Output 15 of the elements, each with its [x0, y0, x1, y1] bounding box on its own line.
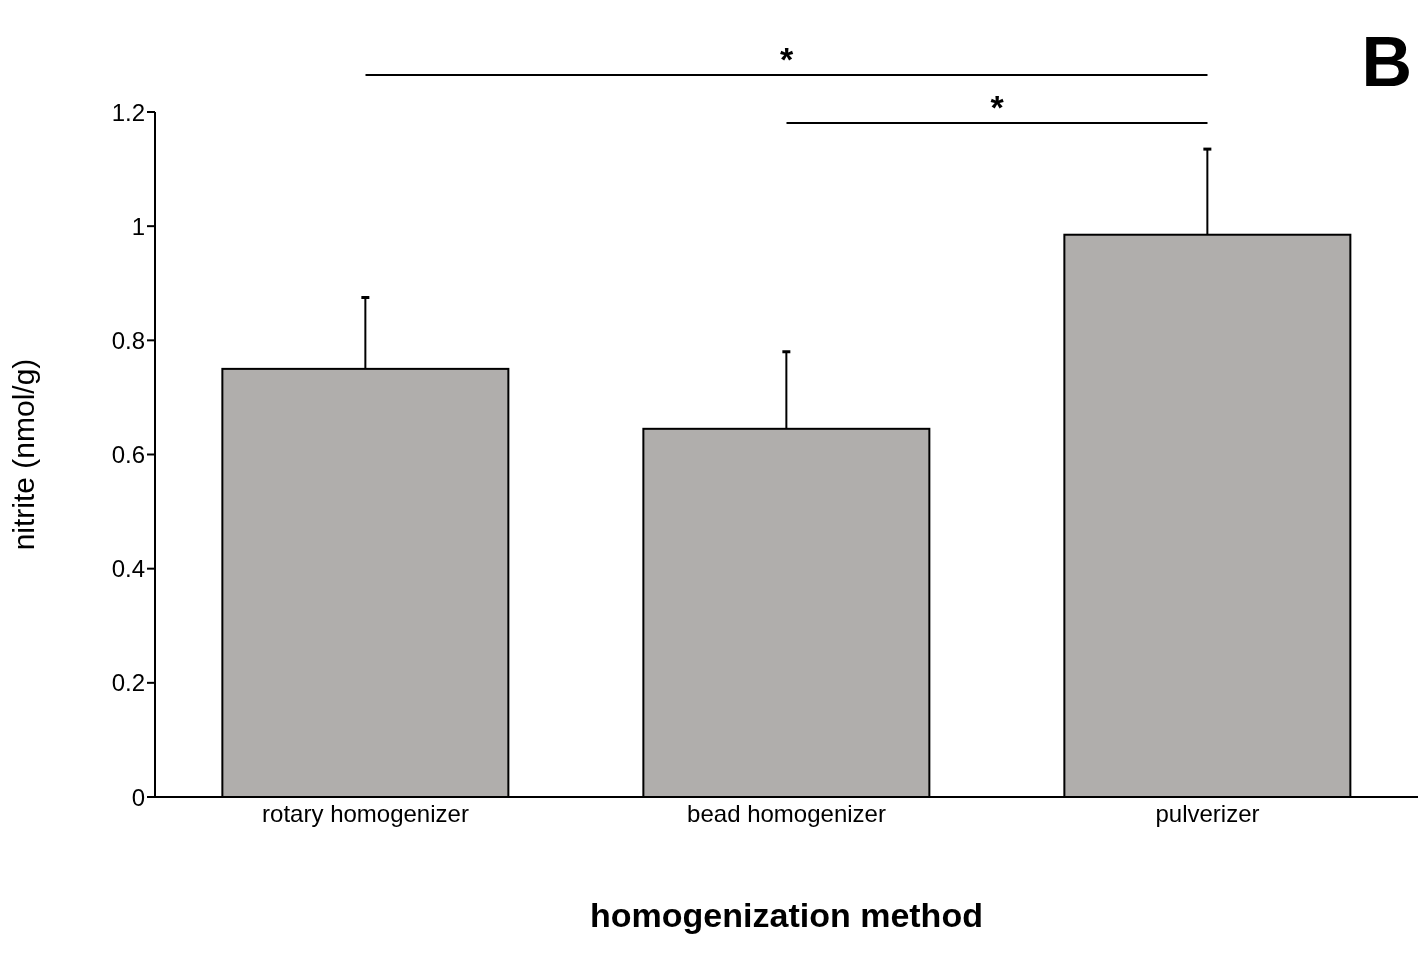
y-tick-label: 0 — [131, 783, 145, 811]
x-tick-label: bead homogenizer — [687, 800, 886, 828]
y-tick-label: 0.8 — [111, 326, 145, 354]
x-axis-title: homogenization method — [590, 896, 983, 934]
y-tick-label: 1 — [131, 212, 145, 240]
y-tick-label: 0.2 — [111, 669, 145, 697]
x-tick-label: pulverizer — [1155, 800, 1260, 828]
text: * — [779, 40, 794, 78]
text: B — [1361, 23, 1412, 101]
y-axis-title: nitrite (nmol/g) — [6, 358, 40, 551]
y-tick-label: 1.2 — [111, 98, 145, 126]
annotation: * — [990, 88, 1005, 126]
y-tick-label: 0.4 — [111, 555, 145, 583]
y-tick-label: 0.6 — [111, 441, 145, 469]
x-tick-label: rotary homogenizer — [262, 800, 469, 828]
